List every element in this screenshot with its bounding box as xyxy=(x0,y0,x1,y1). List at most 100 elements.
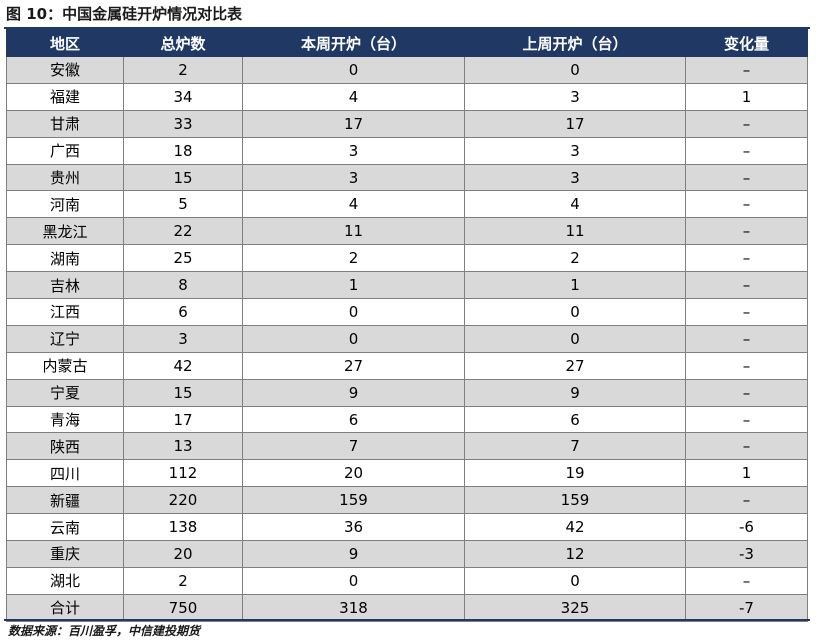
table-row: 贵州 15 3 3– xyxy=(6,163,808,192)
column-header-change: 变化量 xyxy=(685,29,808,57)
total-furnaces-cell: 34 xyxy=(123,82,243,111)
source-note: 数据来源：百川盈孚，中信建投期货 xyxy=(8,624,201,638)
total-furnaces-cell: 220 xyxy=(123,486,243,515)
this-week-cell: 159 xyxy=(242,486,465,515)
region-cell: 甘肃 xyxy=(6,109,124,138)
column-header-this-week: 本周开炉（台） xyxy=(242,29,465,57)
table-total-row: 合计 750 318 325 -7 xyxy=(6,593,808,622)
table-row: 四川 112 20 19 1 xyxy=(6,459,808,488)
this-week-cell: 20 xyxy=(242,459,465,488)
table-header-row: 地区 总炉数 本周开炉（台） 上周开炉（台） 变化量 xyxy=(6,29,808,57)
last-week-cell: 0 xyxy=(464,324,686,353)
total-furnaces-cell: 8 xyxy=(123,271,243,300)
total-furnaces-cell: 22 xyxy=(123,217,243,246)
table-row: 吉林 8 1 1– xyxy=(6,271,808,300)
last-week-cell: 1 xyxy=(464,271,686,300)
change-cell: – xyxy=(685,190,808,219)
change-cell: – xyxy=(685,432,808,461)
this-week-cell: 1 xyxy=(242,271,465,300)
this-week-cell: 318 xyxy=(242,593,465,622)
change-cell: – xyxy=(685,298,808,326)
total-furnaces-cell: 2 xyxy=(123,566,243,595)
this-week-cell: 11 xyxy=(242,217,465,246)
last-week-cell: 27 xyxy=(464,351,686,380)
last-week-cell: 11 xyxy=(464,217,686,246)
total-furnaces-cell: 42 xyxy=(123,351,243,380)
change-cell: -3 xyxy=(685,540,808,568)
change-cell: – xyxy=(685,163,808,192)
this-week-cell: 9 xyxy=(242,378,465,407)
region-cell: 新疆 xyxy=(6,486,124,515)
this-week-cell: 27 xyxy=(242,351,465,380)
last-week-cell: 0 xyxy=(464,566,686,595)
total-furnaces-cell: 3 xyxy=(123,324,243,353)
last-week-cell: 7 xyxy=(464,432,686,461)
last-week-cell: 2 xyxy=(464,244,686,273)
change-cell: – xyxy=(685,405,808,434)
change-cell: – xyxy=(685,56,808,84)
table-row: 江西 6 0 0– xyxy=(6,298,808,326)
last-week-cell: 42 xyxy=(464,513,686,542)
total-furnaces-cell: 20 xyxy=(123,540,243,568)
change-cell: – xyxy=(685,378,808,407)
table-row: 甘肃 33 17 17– xyxy=(6,109,808,138)
total-furnaces-cell: 750 xyxy=(123,593,243,622)
region-cell: 合计 xyxy=(6,593,124,622)
this-week-cell: 9 xyxy=(242,540,465,568)
last-week-cell: 159 xyxy=(464,486,686,515)
this-week-cell: 6 xyxy=(242,405,465,434)
table-row: 广西 18 3 3– xyxy=(6,136,808,165)
table-row: 湖北 2 0 0– xyxy=(6,566,808,595)
last-week-cell: 325 xyxy=(464,593,686,622)
table-row: 青海 17 6 6– xyxy=(6,405,808,434)
total-furnaces-cell: 33 xyxy=(123,109,243,138)
change-cell: – xyxy=(685,217,808,246)
this-week-cell: 17 xyxy=(242,109,465,138)
column-header-total-furnaces: 总炉数 xyxy=(123,29,243,57)
source-divider xyxy=(4,619,810,621)
last-week-cell: 3 xyxy=(464,163,686,192)
table-row: 新疆 220 159 159– xyxy=(6,486,808,515)
table-row: 安徽 2 0 0– xyxy=(6,56,808,84)
region-cell: 内蒙古 xyxy=(6,351,124,380)
change-cell: – xyxy=(685,486,808,515)
this-week-cell: 3 xyxy=(242,136,465,165)
this-week-cell: 3 xyxy=(242,163,465,192)
change-cell: – xyxy=(685,244,808,273)
change-cell: 1 xyxy=(685,82,808,111)
change-cell: 1 xyxy=(685,459,808,488)
this-week-cell: 7 xyxy=(242,432,465,461)
total-furnaces-cell: 25 xyxy=(123,244,243,273)
region-cell: 湖南 xyxy=(6,244,124,273)
this-week-cell: 2 xyxy=(242,244,465,273)
this-week-cell: 0 xyxy=(242,324,465,353)
column-header-last-week: 上周开炉（台） xyxy=(464,29,686,57)
total-furnaces-cell: 18 xyxy=(123,136,243,165)
table-row: 黑龙江 22 11 11– xyxy=(6,217,808,246)
last-week-cell: 17 xyxy=(464,109,686,138)
table-row: 河南 5 4 4– xyxy=(6,190,808,219)
region-cell: 重庆 xyxy=(6,540,124,568)
last-week-cell: 6 xyxy=(464,405,686,434)
region-cell: 广西 xyxy=(6,136,124,165)
last-week-cell: 4 xyxy=(464,190,686,219)
table-row: 云南 138 36 42 -6 xyxy=(6,513,808,542)
change-cell: – xyxy=(685,136,808,165)
column-header-region: 地区 xyxy=(6,29,124,57)
this-week-cell: 36 xyxy=(242,513,465,542)
total-furnaces-cell: 138 xyxy=(123,513,243,542)
table-row: 陕西 13 7 7– xyxy=(6,432,808,461)
table-body: 安徽 2 0 0– 福建 34 4 3 1 甘肃 33 17 17– 广西 18 3 3– 贵州 15 3 3– 河南 5 4… xyxy=(6,56,808,622)
last-week-cell: 3 xyxy=(464,82,686,111)
change-cell: – xyxy=(685,566,808,595)
title-divider xyxy=(4,27,810,29)
region-cell: 湖北 xyxy=(6,566,124,595)
table-row: 辽宁 3 0 0– xyxy=(6,324,808,353)
change-cell: -6 xyxy=(685,513,808,542)
total-furnaces-cell: 6 xyxy=(123,298,243,326)
table-row: 湖南 25 2 2– xyxy=(6,244,808,273)
change-cell: – xyxy=(685,109,808,138)
this-week-cell: 4 xyxy=(242,190,465,219)
last-week-cell: 19 xyxy=(464,459,686,488)
total-furnaces-cell: 15 xyxy=(123,378,243,407)
